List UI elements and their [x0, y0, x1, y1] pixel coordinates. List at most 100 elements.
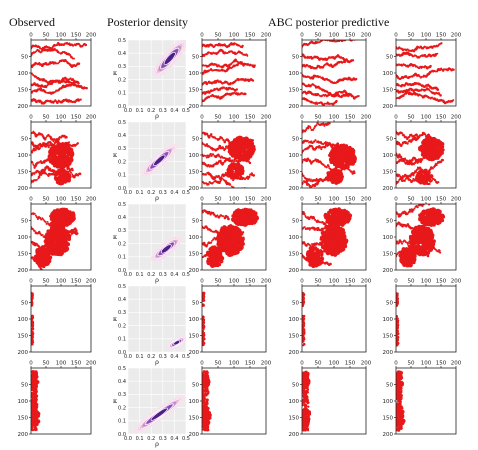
y-tick-label: 150	[18, 252, 29, 258]
cell-dot	[204, 173, 208, 176]
cell-dot	[219, 178, 223, 182]
cell-dot	[318, 75, 321, 78]
cell-dot	[430, 145, 434, 149]
cell-dot	[302, 181, 304, 185]
cell-dot	[233, 162, 237, 166]
cell-dot	[71, 173, 74, 176]
cell-dot	[66, 161, 71, 165]
cell-dot	[64, 150, 68, 154]
abc-posterior-predictive-header: ABC posterior predictive	[268, 15, 390, 29]
cell-dot	[346, 150, 350, 154]
x-tick-label: 200	[86, 33, 97, 39]
cell-dot	[253, 189, 255, 191]
cell-dot	[424, 137, 429, 142]
cell-dot	[430, 147, 434, 150]
cell-dot	[408, 135, 411, 139]
cell-dot	[412, 172, 416, 175]
cell-dot	[49, 167, 52, 170]
cell-dot	[239, 190, 241, 192]
cell-dot	[339, 153, 344, 158]
x-tick-label: 100	[329, 115, 340, 121]
cell-dot	[79, 98, 82, 101]
cell-dot	[60, 213, 64, 217]
cell-dot	[307, 178, 311, 181]
x-tick-label: 0	[300, 33, 304, 39]
cell-dot	[316, 181, 320, 185]
cell-dot	[357, 94, 360, 98]
cell-dot	[41, 233, 44, 236]
cell-dot	[218, 155, 221, 158]
y-tick-label: 200	[189, 186, 200, 192]
x-tick-label: 150	[436, 33, 447, 39]
cell-dot	[77, 82, 80, 85]
cell-dot	[57, 153, 63, 159]
cell-dot	[222, 138, 225, 142]
cell-dot	[210, 154, 213, 158]
cell-dot	[52, 273, 55, 276]
x-tick-label: 0	[200, 115, 204, 121]
cell-dot	[31, 256, 34, 259]
x-tick-label: 150	[71, 197, 82, 203]
cell-dot	[223, 216, 227, 220]
cell-dot	[220, 137, 224, 140]
cell-dot	[404, 136, 408, 139]
cell-points	[31, 41, 88, 105]
cell-dot	[58, 219, 63, 224]
cell-dot	[60, 164, 65, 169]
cell-dot	[419, 174, 424, 179]
cell-dot	[43, 239, 48, 244]
cell-dot	[238, 148, 241, 152]
cell-dot	[402, 134, 405, 137]
cell-dot	[340, 148, 344, 152]
cell-dot	[247, 142, 253, 147]
cell-dot	[53, 230, 57, 234]
cell-dot	[64, 181, 67, 184]
y-tick-label: 100	[289, 153, 300, 159]
cell-dot	[221, 215, 224, 218]
cell-dot	[66, 41, 69, 44]
cell-dot	[422, 151, 426, 155]
cell-dot	[425, 151, 430, 156]
cell-dot	[342, 145, 346, 149]
cell-dot	[224, 147, 227, 150]
cell-dot	[328, 102, 331, 106]
cell-dot	[218, 181, 221, 185]
x-tick-label: 150	[245, 115, 256, 121]
y-tick-label: 100	[383, 71, 394, 77]
cell-dot	[335, 171, 339, 175]
cell-dot	[240, 189, 242, 191]
cell-dot	[205, 132, 209, 136]
cell-dot	[50, 152, 53, 156]
cell-dot	[209, 133, 213, 136]
cell-dot	[353, 172, 356, 175]
cell-dot	[60, 211, 64, 215]
cell-dot	[239, 165, 244, 170]
cell-dot	[234, 189, 237, 192]
y-tick-label: 200	[18, 104, 29, 110]
cell-dot	[77, 62, 81, 65]
cell-dot	[440, 42, 443, 45]
cell-dot	[229, 183, 232, 186]
cell-dot	[428, 135, 432, 140]
cell-dot	[335, 99, 338, 103]
cell-dot	[46, 273, 48, 275]
cell-dot	[338, 177, 342, 181]
cell-dot	[54, 211, 59, 215]
cell-dot	[340, 165, 345, 170]
cell-dot	[71, 212, 75, 215]
cell-dot	[351, 59, 355, 62]
cell-dot	[309, 179, 312, 182]
cell-dot	[214, 137, 217, 140]
cell-dot	[246, 54, 249, 57]
cell-dot	[61, 235, 65, 239]
cell-dot	[45, 145, 48, 148]
cell-dot	[336, 142, 340, 145]
cell-dot	[39, 232, 42, 235]
cell-dot	[355, 77, 358, 81]
cell-dot	[224, 172, 227, 175]
x-tick-label: 50	[43, 33, 50, 39]
cell-dot	[202, 211, 204, 214]
x-tick-label: 0	[29, 115, 33, 121]
